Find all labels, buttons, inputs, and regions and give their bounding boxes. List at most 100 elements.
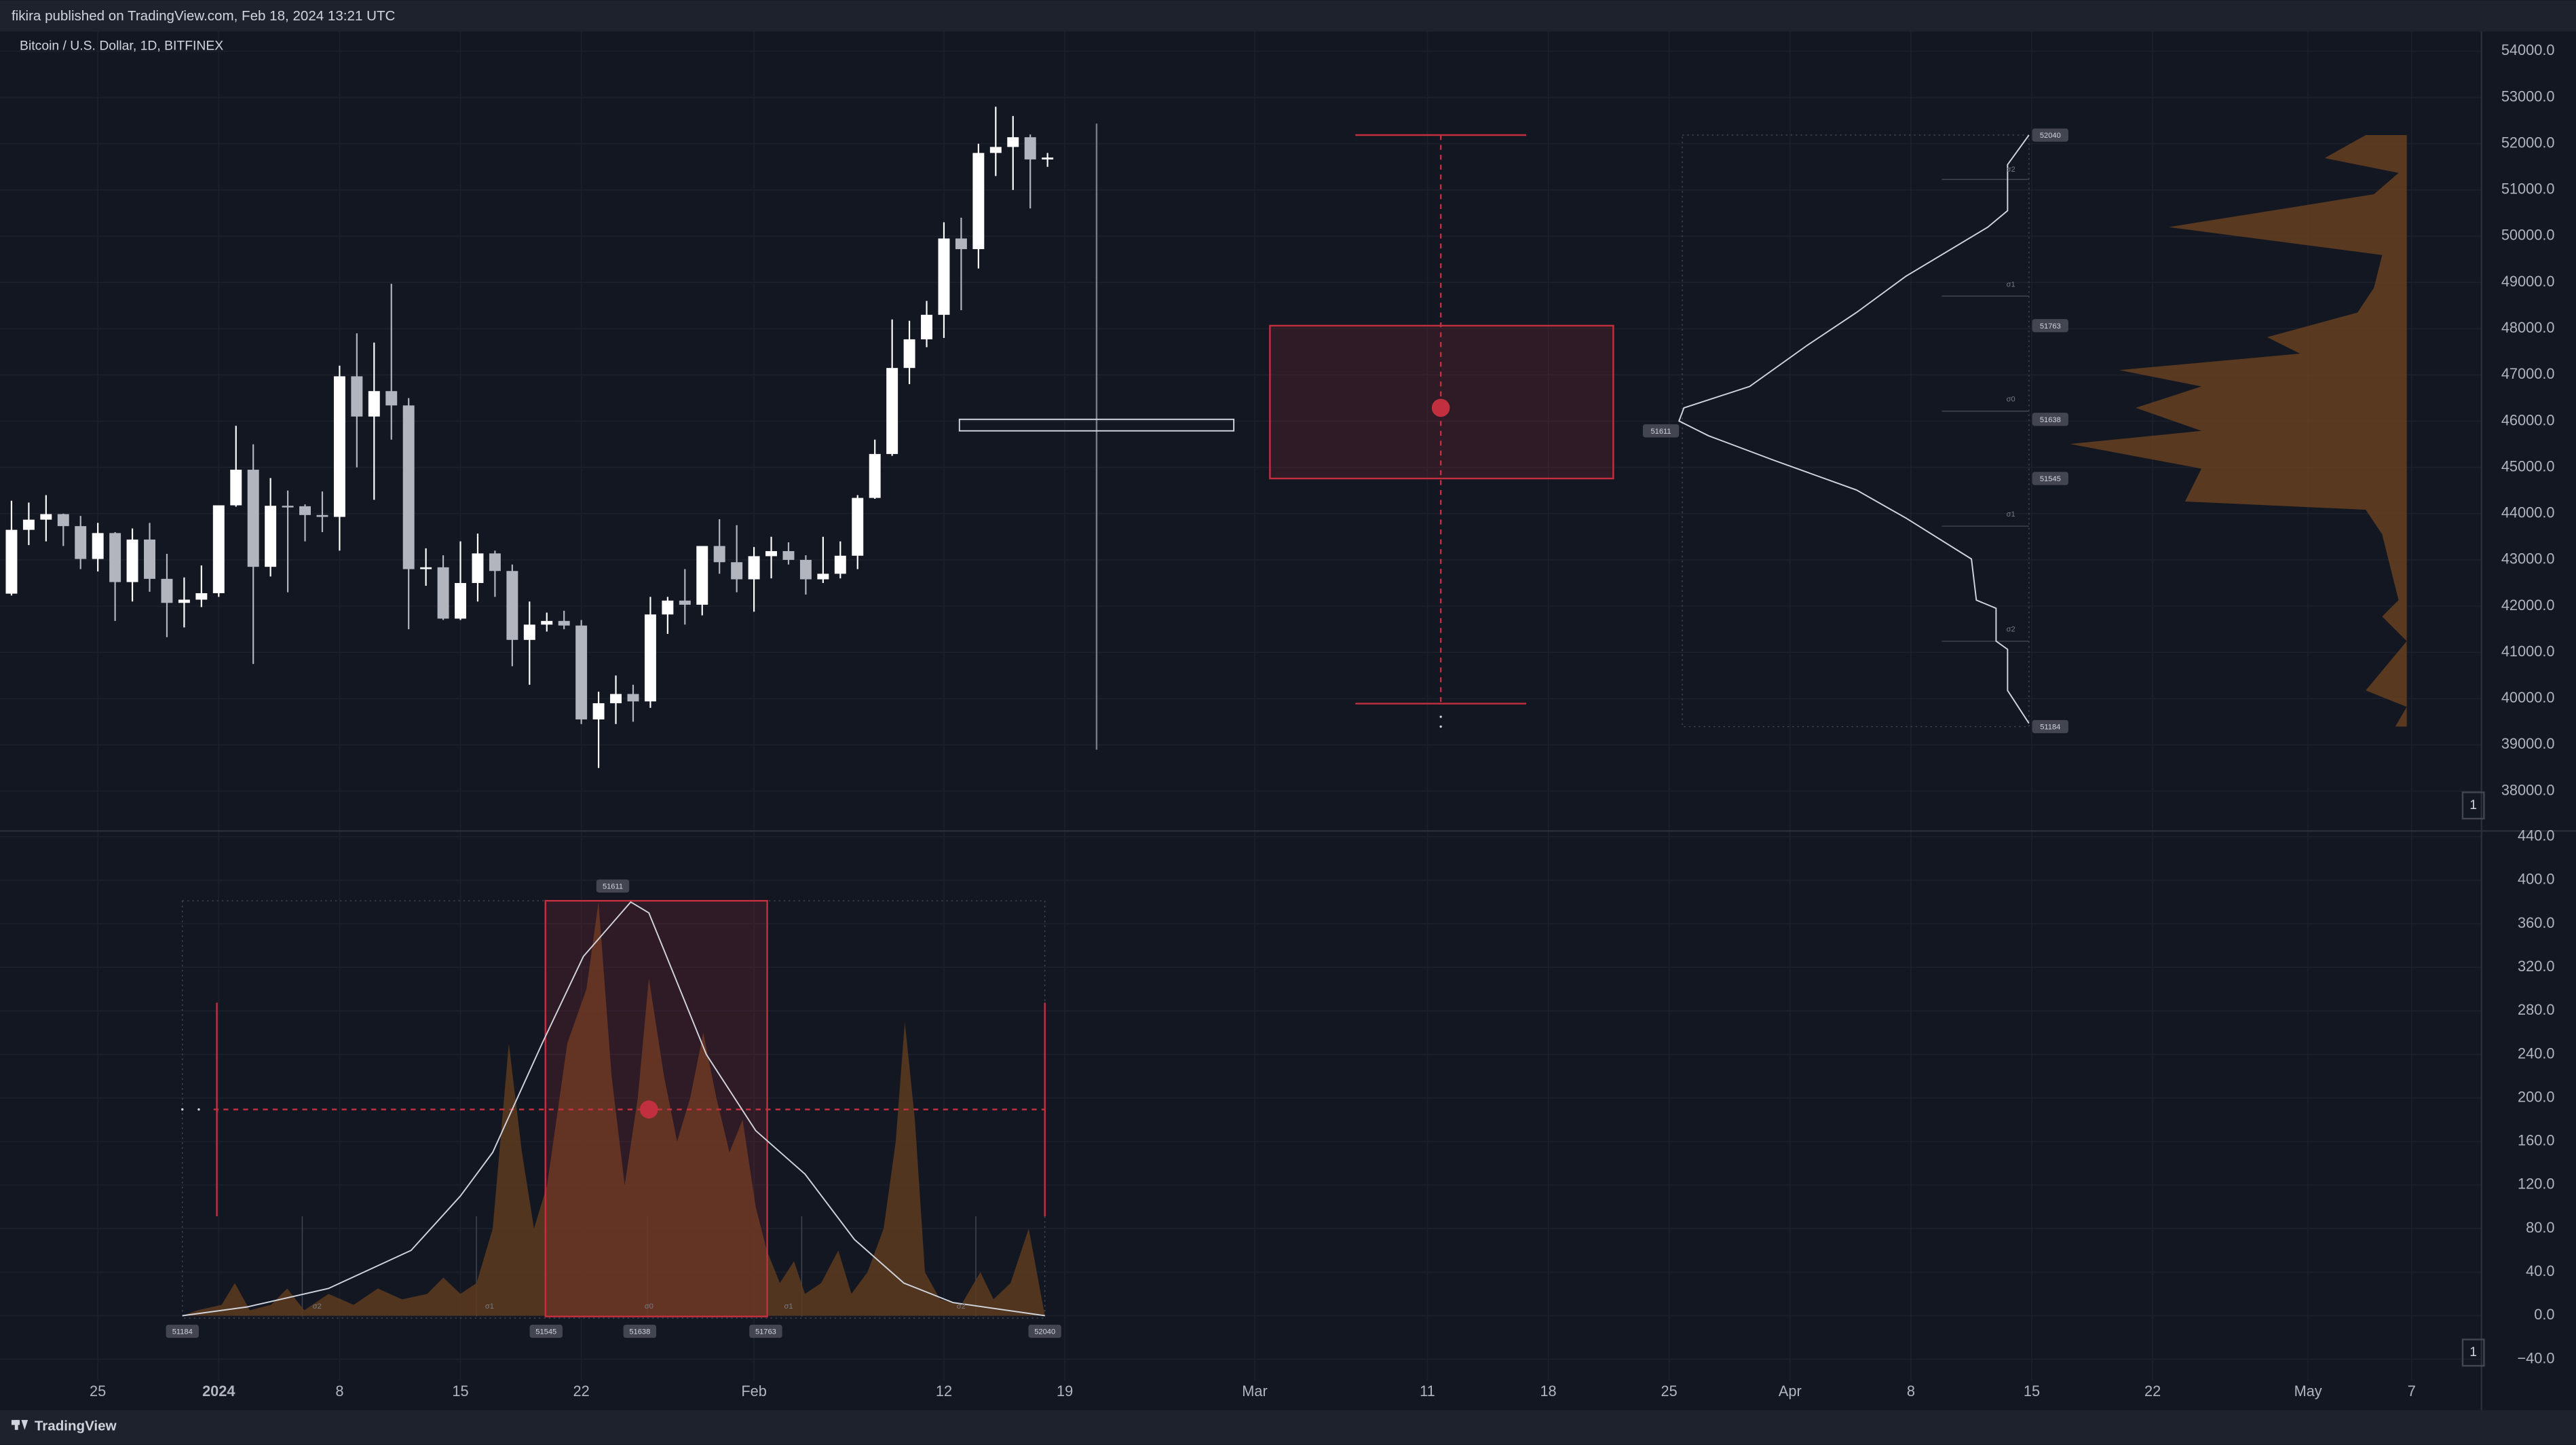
pane-button[interactable]: [2461, 1338, 2485, 1367]
profile-frame: [1682, 134, 2030, 728]
candle-body: [247, 470, 259, 567]
price-tag-label: 51763: [2040, 322, 2061, 331]
histogram-area: [182, 901, 1045, 1316]
candle-body: [351, 376, 363, 417]
x-tick-label: 18: [1540, 1383, 1556, 1400]
y-tick-label: 200.0: [2518, 1088, 2554, 1105]
price-tag-label: 52040: [2040, 132, 2061, 140]
pane-button-label[interactable]: 1: [2469, 797, 2477, 812]
candle-body: [886, 368, 898, 454]
y-tick-label: 320.0: [2518, 958, 2554, 975]
candle-body: [782, 550, 795, 560]
y-tick-label: 47000.0: [2501, 365, 2555, 382]
candle-body: [75, 526, 87, 559]
y-tick-label: 400.0: [2518, 871, 2554, 888]
candle-body: [955, 238, 967, 250]
candle-body: [644, 614, 656, 702]
price-tag-box: [2032, 719, 2068, 734]
y-tick-label: 43000.0: [2501, 550, 2555, 567]
price-tag-box: [2032, 472, 2068, 485]
y-tick-label: 160.0: [2518, 1132, 2554, 1149]
candle-body: [903, 339, 915, 369]
candle-body: [1042, 157, 1054, 159]
price-tag-label: 51611: [1650, 428, 1671, 436]
candle-body: [385, 391, 398, 406]
candle-body: [713, 546, 725, 563]
price-tag-label: 51184: [2040, 724, 2060, 732]
candle-body: [472, 553, 484, 583]
sigma-label: σ2: [957, 1302, 966, 1311]
pane-button-label[interactable]: 1: [2469, 1345, 2477, 1359]
candle-body: [558, 620, 570, 626]
candle-body: [316, 514, 328, 517]
x-tag-label: 52040: [1034, 1328, 1055, 1336]
candle-body: [575, 625, 588, 719]
dot: [181, 1108, 184, 1111]
x-tick-label: 8: [335, 1383, 343, 1400]
candle-body: [22, 519, 35, 530]
x-tick-label: 22: [2144, 1383, 2161, 1400]
sigma-label: σ2: [313, 1302, 322, 1311]
header-bar: [0, 0, 2576, 32]
candle-body: [817, 574, 829, 580]
y-tick-label: 41000.0: [2501, 643, 2555, 660]
sigma-label: σ0: [645, 1302, 654, 1311]
price-tag-label: 51545: [2040, 475, 2061, 483]
candle-body: [852, 498, 864, 556]
price-tag-label: 51638: [2040, 416, 2061, 424]
mean-dot: [1431, 398, 1450, 417]
x-tick-label: 11: [1420, 1383, 1435, 1400]
candle-body: [731, 562, 743, 580]
x-tick-label: 22: [573, 1383, 590, 1400]
candle-body: [299, 506, 311, 515]
candle-body: [402, 405, 415, 569]
pane-button[interactable]: [2461, 791, 2485, 820]
candle-body: [869, 453, 881, 498]
sigma-label: σ2: [2007, 166, 2015, 174]
logo-part: [14, 1420, 18, 1430]
candle-body: [126, 539, 138, 582]
x-tick-label: 19: [1057, 1383, 1073, 1400]
volume-profile: [2070, 135, 2407, 727]
candle-body: [748, 556, 760, 580]
y-tick-label: 51000.0: [2501, 181, 2555, 198]
candle-body: [1024, 137, 1036, 159]
candle-body: [799, 559, 812, 580]
x-tick-label: 15: [2024, 1383, 2040, 1400]
y-tick-label: 49000.0: [2501, 273, 2555, 290]
price-tag-box: [1642, 424, 1680, 438]
candle-body: [195, 593, 208, 600]
candle-body: [144, 539, 155, 579]
x-tick-label: Mar: [1242, 1383, 1267, 1400]
y-tick-label: 0.0: [2534, 1306, 2554, 1323]
y-tick-label: 120.0: [2518, 1176, 2554, 1193]
y-tick-label: 44000.0: [2501, 504, 2555, 521]
x-tag-box: [529, 1324, 563, 1338]
candle-body: [921, 314, 933, 339]
sigma-label: σ1: [2007, 510, 2015, 519]
y-tick-label: 38000.0: [2501, 781, 2555, 798]
candle-body: [178, 599, 190, 603]
candle-body: [834, 555, 846, 574]
y-tick-label: 42000.0: [2501, 597, 2555, 614]
sigma-label: σ1: [784, 1302, 793, 1311]
x-tick-label: 25: [90, 1383, 106, 1400]
candle-body: [420, 567, 432, 569]
y-tick-label: 46000.0: [2501, 411, 2555, 428]
x-tag-box: [1028, 1324, 1061, 1338]
x-tag-label: 51545: [535, 1328, 556, 1336]
candle-body: [109, 533, 121, 582]
x-tick-label: 25: [1661, 1383, 1678, 1400]
candle-body: [506, 571, 518, 640]
sigma-label: σ1: [485, 1302, 494, 1311]
peak-tag-label: 51611: [603, 883, 623, 891]
candle-body: [541, 620, 553, 625]
x-tag-label: 51184: [172, 1328, 193, 1336]
candle-body: [696, 546, 708, 605]
x-tick-label: Apr: [1779, 1383, 1802, 1400]
y-tick-label: −40.0: [2517, 1349, 2554, 1366]
x-tick-label: 12: [936, 1383, 952, 1400]
sigma-lines: [1942, 179, 2029, 642]
lower-pane: [182, 901, 1045, 1316]
